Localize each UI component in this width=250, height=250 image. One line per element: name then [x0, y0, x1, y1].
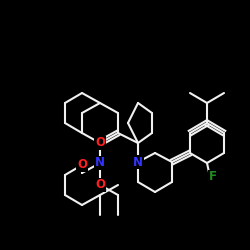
Text: F: F	[209, 170, 217, 183]
Text: N: N	[133, 156, 143, 168]
Text: O: O	[77, 158, 87, 172]
Text: N: N	[95, 156, 105, 170]
Text: O: O	[95, 178, 105, 192]
Text: O: O	[95, 136, 105, 149]
